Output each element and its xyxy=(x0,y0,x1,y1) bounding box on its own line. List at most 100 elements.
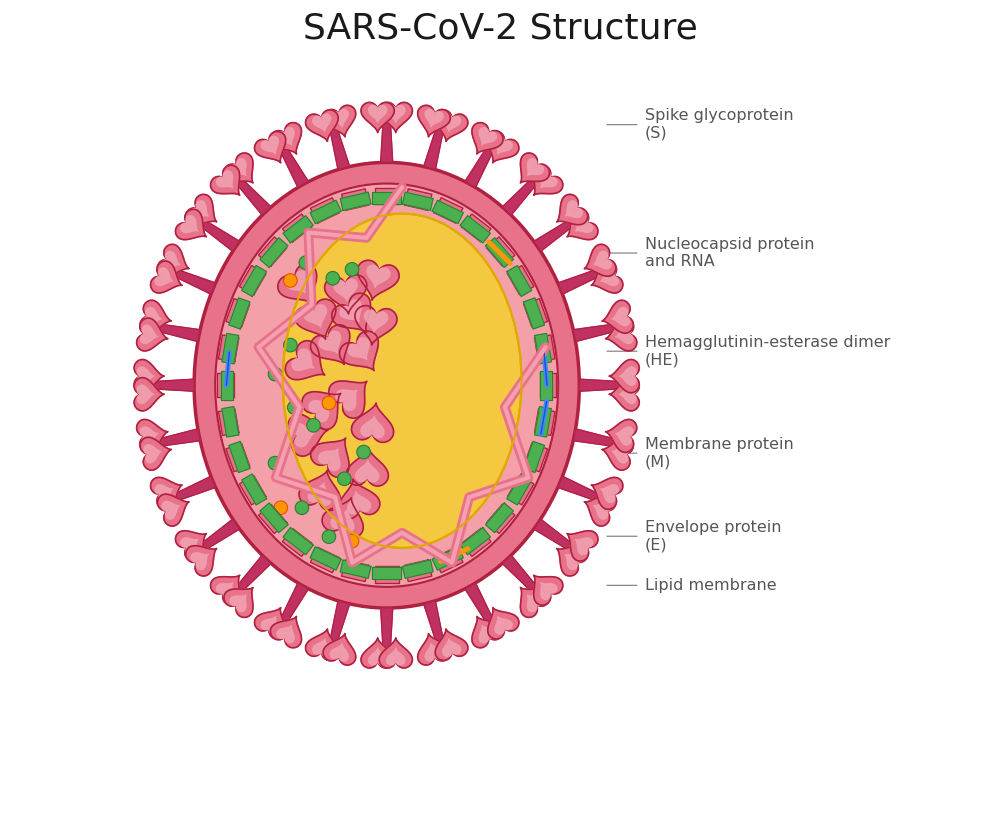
Polygon shape xyxy=(567,530,598,561)
Polygon shape xyxy=(191,553,208,569)
Polygon shape xyxy=(331,510,354,532)
Polygon shape xyxy=(434,198,463,223)
Polygon shape xyxy=(472,617,503,647)
Polygon shape xyxy=(319,449,340,471)
Polygon shape xyxy=(282,529,312,556)
Polygon shape xyxy=(387,105,405,122)
Circle shape xyxy=(274,501,288,515)
Text: Membrane protein
(M): Membrane protein (M) xyxy=(645,437,794,470)
Polygon shape xyxy=(620,385,636,403)
Polygon shape xyxy=(435,110,468,141)
Circle shape xyxy=(284,274,297,287)
Polygon shape xyxy=(330,601,350,643)
Polygon shape xyxy=(584,244,616,276)
Polygon shape xyxy=(584,494,616,526)
Polygon shape xyxy=(319,331,341,353)
Polygon shape xyxy=(375,188,399,204)
Polygon shape xyxy=(507,266,532,296)
Text: VectorStock.com/50005186: VectorStock.com/50005186 xyxy=(703,788,980,805)
Polygon shape xyxy=(224,153,253,183)
Polygon shape xyxy=(239,266,266,295)
Circle shape xyxy=(268,457,282,470)
Polygon shape xyxy=(424,601,444,643)
Polygon shape xyxy=(260,503,288,533)
Polygon shape xyxy=(306,110,338,141)
Polygon shape xyxy=(151,261,182,293)
Polygon shape xyxy=(540,374,556,398)
Polygon shape xyxy=(601,485,618,502)
Polygon shape xyxy=(465,583,494,624)
Polygon shape xyxy=(487,505,515,534)
Polygon shape xyxy=(375,566,399,583)
Polygon shape xyxy=(372,567,401,579)
Polygon shape xyxy=(153,379,194,391)
Text: SARS-CoV-2 Structure: SARS-CoV-2 Structure xyxy=(303,12,697,46)
Polygon shape xyxy=(224,588,253,618)
Circle shape xyxy=(338,472,351,486)
Polygon shape xyxy=(369,105,387,122)
Polygon shape xyxy=(369,648,387,665)
Polygon shape xyxy=(443,114,461,131)
Polygon shape xyxy=(424,127,444,169)
Polygon shape xyxy=(310,547,341,570)
Polygon shape xyxy=(502,555,538,593)
Circle shape xyxy=(326,271,340,285)
Polygon shape xyxy=(364,310,388,332)
Polygon shape xyxy=(280,583,308,624)
Polygon shape xyxy=(336,390,357,411)
Polygon shape xyxy=(565,553,582,569)
Polygon shape xyxy=(310,198,339,223)
Polygon shape xyxy=(462,214,491,242)
Polygon shape xyxy=(230,159,246,175)
Polygon shape xyxy=(222,334,239,364)
Circle shape xyxy=(345,262,359,276)
Polygon shape xyxy=(348,338,369,359)
Circle shape xyxy=(307,418,320,432)
Polygon shape xyxy=(606,419,637,452)
Polygon shape xyxy=(310,547,339,573)
Polygon shape xyxy=(308,483,331,505)
Polygon shape xyxy=(311,325,350,364)
Polygon shape xyxy=(288,414,328,457)
Polygon shape xyxy=(191,201,208,217)
Polygon shape xyxy=(155,485,172,502)
Polygon shape xyxy=(293,424,315,447)
Polygon shape xyxy=(434,547,463,573)
Polygon shape xyxy=(226,443,250,471)
Polygon shape xyxy=(162,251,179,269)
Circle shape xyxy=(268,367,282,381)
Polygon shape xyxy=(140,325,158,344)
Circle shape xyxy=(295,501,309,515)
Polygon shape xyxy=(278,264,317,304)
Polygon shape xyxy=(330,110,348,127)
Circle shape xyxy=(322,530,336,544)
Polygon shape xyxy=(211,575,240,605)
Polygon shape xyxy=(601,268,618,286)
Polygon shape xyxy=(144,445,161,463)
Polygon shape xyxy=(134,378,164,411)
Polygon shape xyxy=(479,626,496,642)
Polygon shape xyxy=(460,216,490,243)
Polygon shape xyxy=(157,429,200,447)
Polygon shape xyxy=(230,595,246,612)
Polygon shape xyxy=(541,583,557,599)
Polygon shape xyxy=(576,216,593,232)
Polygon shape xyxy=(465,146,494,188)
Polygon shape xyxy=(259,505,287,534)
Polygon shape xyxy=(576,538,593,554)
Polygon shape xyxy=(372,192,401,203)
Polygon shape xyxy=(507,474,532,505)
Polygon shape xyxy=(277,626,294,642)
Polygon shape xyxy=(616,427,633,445)
Polygon shape xyxy=(151,477,182,510)
Polygon shape xyxy=(425,644,443,661)
Polygon shape xyxy=(322,498,363,538)
Polygon shape xyxy=(351,403,394,442)
Polygon shape xyxy=(425,110,443,127)
Polygon shape xyxy=(155,268,172,286)
Polygon shape xyxy=(523,298,545,329)
Polygon shape xyxy=(558,476,600,501)
Polygon shape xyxy=(594,251,611,269)
Polygon shape xyxy=(479,128,496,144)
Polygon shape xyxy=(402,560,433,579)
